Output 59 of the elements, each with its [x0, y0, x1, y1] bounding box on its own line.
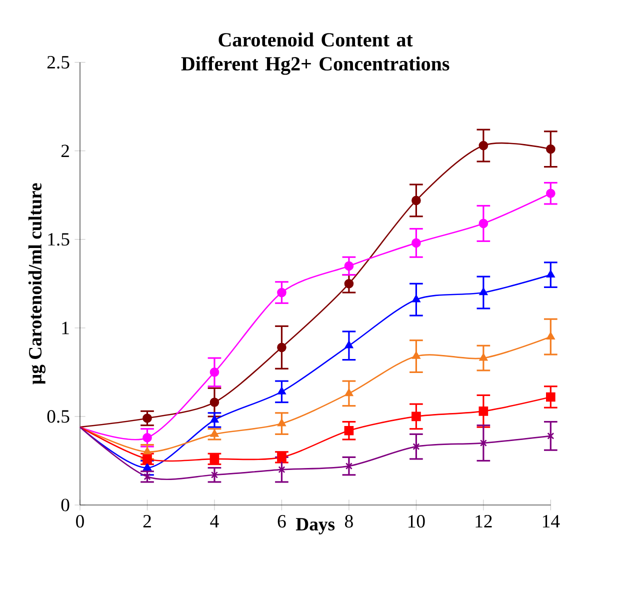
y-tick-label: 2.5: [47, 56, 70, 69]
point: [479, 288, 488, 296]
point: [479, 353, 488, 361]
point: [277, 342, 286, 352]
point: [278, 418, 286, 426]
point: [480, 440, 487, 447]
point: [142, 454, 152, 464]
point: [478, 140, 488, 150]
y-tick-label: 0: [61, 498, 70, 512]
point: [412, 412, 421, 422]
point: [412, 443, 420, 450]
point: [210, 415, 219, 423]
point: [546, 392, 556, 402]
point: [277, 288, 286, 298]
x-tick-label: 4: [210, 515, 219, 528]
point: [478, 218, 488, 228]
point: [546, 270, 555, 278]
point: [210, 368, 220, 377]
point: [412, 352, 420, 359]
x-tick-label: 14: [542, 515, 560, 528]
x-axis-title: Days: [296, 518, 335, 534]
point: [143, 447, 152, 455]
x-tick-label: 0: [76, 515, 84, 528]
point: [210, 471, 218, 478]
point: [478, 406, 488, 416]
point: [344, 340, 354, 348]
point: [412, 196, 421, 206]
point: [210, 430, 219, 437]
point: [546, 144, 556, 154]
point: [143, 463, 152, 470]
point: [278, 387, 286, 394]
point: [144, 473, 151, 480]
point: [344, 426, 354, 436]
point: [142, 414, 152, 423]
point: [277, 452, 286, 462]
x-tick-label: 8: [345, 515, 353, 528]
point: [210, 398, 220, 407]
y-tick-label: 0.5: [47, 410, 70, 423]
x-tick-label: 2: [143, 515, 151, 528]
point: [546, 188, 556, 198]
chart-title: Carotenoid Content at Different Hg2+ Concentrations: [181, 32, 450, 75]
point: [142, 433, 152, 442]
y-tick-label: 1.5: [48, 233, 70, 246]
point: [278, 466, 286, 474]
x-tick-label: 10: [408, 515, 425, 528]
point: [344, 388, 354, 396]
point: [344, 279, 354, 288]
point: [412, 238, 421, 248]
y-tick-label: 2: [61, 144, 69, 158]
point: [412, 294, 420, 302]
point: [547, 432, 554, 440]
x-tick-label: 6: [278, 515, 286, 528]
x-tick-label: 12: [476, 515, 492, 528]
point: [344, 261, 354, 271]
point: [345, 462, 352, 470]
point: [546, 332, 555, 340]
y-tick-label: 1: [62, 322, 69, 334]
point: [210, 454, 220, 464]
y-axis-title: µg Carotenoid/ml culture: [28, 183, 46, 384]
